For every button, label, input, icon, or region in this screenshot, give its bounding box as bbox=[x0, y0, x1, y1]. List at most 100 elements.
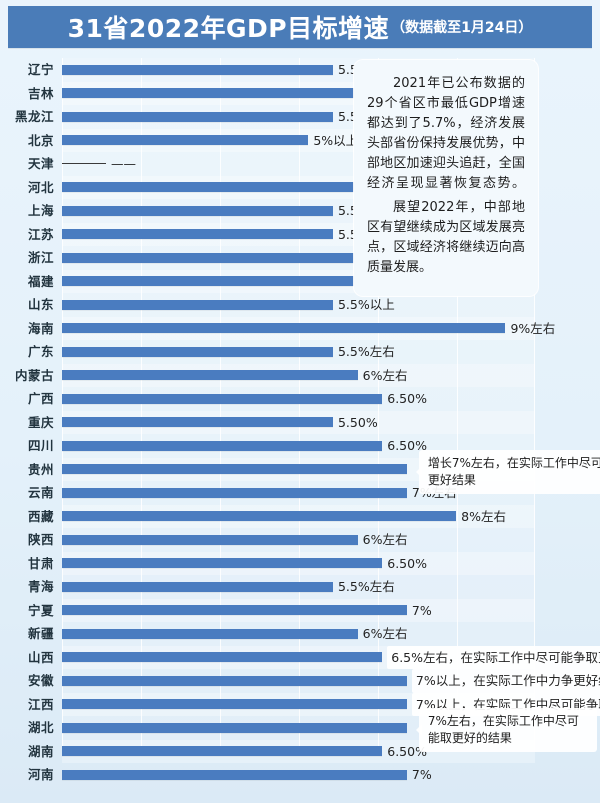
province-label: 山西 bbox=[27, 649, 54, 665]
bar[interactable] bbox=[62, 323, 506, 334]
bar[interactable] bbox=[62, 769, 407, 780]
province-label: 江西 bbox=[27, 696, 54, 712]
bar[interactable] bbox=[62, 605, 407, 616]
province-label: 湖南 bbox=[27, 743, 54, 759]
bar[interactable] bbox=[62, 88, 358, 99]
bar[interactable] bbox=[62, 675, 407, 686]
bar-row: 广西 6.50% bbox=[0, 387, 600, 411]
bar-value-label: 9%左右 bbox=[510, 320, 556, 336]
bar[interactable] bbox=[62, 722, 407, 733]
bar[interactable] bbox=[62, 581, 333, 592]
province-label: 安徽 bbox=[27, 673, 54, 688]
bar-container bbox=[62, 646, 383, 670]
bar-container bbox=[62, 481, 407, 505]
bar-value-label: 6.50% bbox=[387, 555, 427, 571]
bar[interactable] bbox=[62, 299, 333, 310]
bar[interactable] bbox=[62, 534, 358, 545]
gridline bbox=[378, 58, 379, 750]
bar-value-label: 6%左右 bbox=[362, 626, 408, 641]
bar[interactable] bbox=[62, 699, 407, 710]
bar-row: 广东 5.5%左右 bbox=[0, 340, 600, 364]
province-label: 海南 bbox=[27, 320, 54, 336]
bar-container bbox=[62, 434, 383, 458]
bar-container bbox=[62, 246, 358, 270]
bar[interactable] bbox=[62, 205, 333, 216]
bar-container bbox=[62, 552, 383, 576]
bar-container bbox=[62, 505, 457, 529]
bar-container bbox=[62, 387, 383, 411]
bar-value-label: 7% bbox=[411, 602, 432, 618]
province-label: 青海 bbox=[27, 579, 54, 594]
province-label: 河南 bbox=[27, 767, 54, 782]
province-label: 西藏 bbox=[27, 508, 54, 524]
province-label: 辽宁 bbox=[27, 62, 54, 77]
bar-row: 湖北 bbox=[0, 716, 600, 740]
bar[interactable] bbox=[62, 511, 457, 522]
province-label: 湖北 bbox=[27, 720, 54, 735]
bar[interactable] bbox=[62, 370, 358, 381]
callout-bubble: 7%左右，在实际工作中尽可能取更好的结果 bbox=[415, 708, 597, 752]
province-label: 新疆 bbox=[27, 626, 54, 641]
bar-row: 青海 5.5%左右 bbox=[0, 575, 600, 599]
province-label: 甘肃 bbox=[27, 555, 54, 571]
bar-row: 新疆 6%左右 bbox=[0, 622, 600, 646]
province-label: 河北 bbox=[27, 179, 54, 195]
bar[interactable] bbox=[62, 64, 333, 75]
bar-container bbox=[62, 575, 333, 599]
bar-row: 重庆 5.50% bbox=[0, 410, 600, 435]
province-label: 广西 bbox=[27, 391, 54, 406]
bar[interactable] bbox=[62, 111, 333, 122]
province-label: 吉林 bbox=[27, 85, 54, 101]
bar[interactable] bbox=[62, 252, 358, 263]
bar-container bbox=[62, 223, 333, 247]
bar[interactable] bbox=[62, 558, 383, 569]
bar[interactable] bbox=[62, 487, 407, 498]
bar[interactable] bbox=[62, 393, 383, 404]
commentary-panel: 2021年已公布数据的29个省区市最低GDP增速都达到了5.7%，经济发展头部省… bbox=[354, 60, 538, 296]
no-data-dash[interactable] bbox=[62, 163, 106, 165]
bar[interactable] bbox=[62, 652, 383, 663]
bar[interactable] bbox=[62, 464, 407, 475]
province-label: 山东 bbox=[27, 297, 54, 312]
province-label: 四川 bbox=[27, 438, 54, 453]
bar-container bbox=[62, 599, 407, 623]
province-label: 上海 bbox=[27, 203, 54, 218]
bar-container bbox=[62, 458, 407, 482]
bar[interactable] bbox=[62, 229, 333, 240]
bar[interactable] bbox=[62, 417, 333, 428]
bar-container bbox=[62, 152, 106, 176]
page-subtitle: （数据截至1月24日） bbox=[391, 20, 533, 36]
bar[interactable] bbox=[62, 182, 383, 193]
bar-row: 四川 6.50% bbox=[0, 434, 600, 458]
province-label: 重庆 bbox=[27, 414, 54, 430]
province-label: 内蒙古 bbox=[14, 367, 54, 383]
bar-row: 山西 6.5%左右，在实际工作中尽可能争取更好结果 bbox=[0, 645, 600, 670]
bar-value-label: 5%以上 bbox=[313, 132, 359, 148]
province-label: 天津 bbox=[27, 156, 54, 171]
bar-value-label: 6%左右 bbox=[362, 367, 408, 383]
bar-row: 宁夏 7% bbox=[0, 598, 600, 623]
callout-bubble: 增长7%左右，在实际工作中尽可能争取更好结果 bbox=[415, 449, 600, 494]
bar-container bbox=[62, 176, 383, 200]
bar[interactable] bbox=[62, 746, 383, 757]
bar-container bbox=[62, 669, 407, 693]
bar-container bbox=[62, 364, 358, 388]
province-label: 黑龙江 bbox=[14, 109, 54, 124]
bar[interactable] bbox=[62, 440, 383, 451]
bar[interactable] bbox=[62, 276, 383, 287]
bar-value-label: 6%左右 bbox=[362, 532, 408, 547]
bar-value-label: 6.50% bbox=[387, 743, 427, 759]
bar-row: 西藏 8%左右 bbox=[0, 504, 600, 529]
gridline bbox=[457, 58, 458, 750]
bar[interactable] bbox=[62, 628, 358, 639]
bar-container bbox=[62, 411, 333, 435]
bar-container bbox=[62, 270, 383, 294]
province-label: 浙江 bbox=[27, 250, 54, 265]
gridline bbox=[534, 58, 535, 750]
bar[interactable] bbox=[62, 135, 309, 146]
bar-container bbox=[62, 58, 333, 82]
bar[interactable] bbox=[62, 346, 333, 357]
bar-row: 内蒙古 6%左右 bbox=[0, 363, 600, 388]
bar-value-label: —— bbox=[111, 156, 136, 171]
